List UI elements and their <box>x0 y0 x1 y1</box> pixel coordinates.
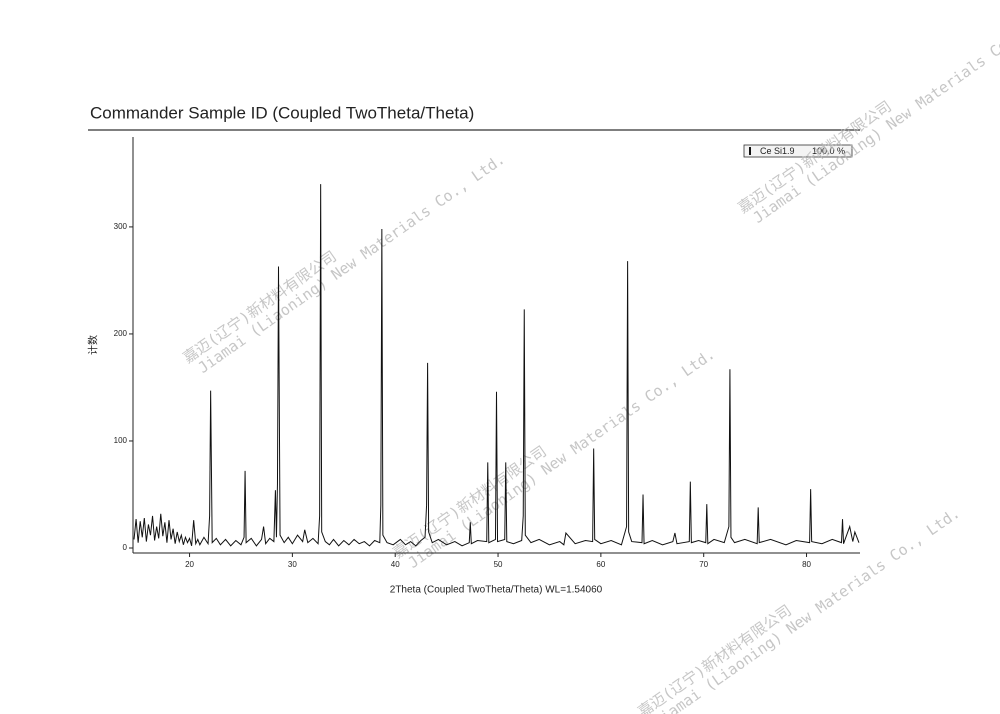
chart-title: Commander Sample ID (Coupled TwoTheta/Th… <box>90 103 474 122</box>
y-tick-label: 100 <box>114 436 128 445</box>
data-line <box>133 184 860 547</box>
legend-percent: 100.0 % <box>812 146 845 156</box>
watermark: 嘉迈(辽宁)新材料有限公司 <box>635 601 795 714</box>
x-tick-label: 20 <box>185 560 194 569</box>
x-tick-label: 50 <box>494 560 503 569</box>
y-tick-label: 0 <box>123 543 128 552</box>
x-axis-label: 2Theta (Coupled TwoTheta/Theta) WL=1.540… <box>390 585 603 596</box>
y-tick-label: 300 <box>114 222 128 231</box>
x-tick-label: 60 <box>596 560 605 569</box>
legend-box <box>743 144 853 158</box>
x-tick-label: 30 <box>288 560 297 569</box>
y-tick-label: 200 <box>114 329 128 338</box>
x-tick-label: 40 <box>391 560 400 569</box>
watermark: 嘉迈(辽宁)新材料有限公司 <box>180 247 340 367</box>
x-tick-label: 80 <box>802 560 811 569</box>
x-tick-label: 70 <box>699 560 708 569</box>
y-axis-label: 计数 <box>87 335 100 355</box>
watermark: Jiamai (Liaoning) New Materials Co., Ltd… <box>650 504 964 714</box>
watermark: Jiamai (Liaoning) New Materials Co., Ltd… <box>195 150 509 377</box>
watermark: Jiamai (Liaoning) New Materials Co., Ltd… <box>405 345 719 572</box>
legend-label: Ce Si1.9 <box>760 146 795 156</box>
